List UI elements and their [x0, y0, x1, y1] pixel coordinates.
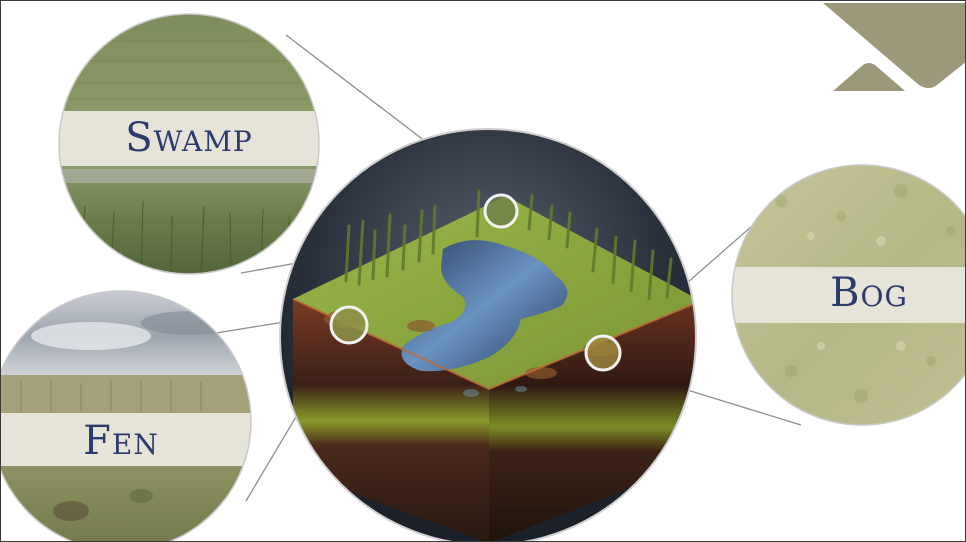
- magnifier-ring-icon: [584, 334, 622, 372]
- swamp-photo-circle: Swamp: [58, 13, 320, 275]
- bog-label: Bog: [830, 270, 908, 316]
- markers: [329, 193, 622, 372]
- fen-label: Fen: [83, 418, 159, 464]
- diamond-logo-icon: [823, 3, 965, 88]
- bog-photo-circle: Bog: [731, 164, 965, 426]
- logo-triangle-icon: [833, 63, 905, 91]
- logo: [823, 3, 965, 91]
- fen-photo-circle: Fen: [1, 290, 252, 541]
- swamp-label: Swamp: [125, 115, 253, 161]
- pond-water: [401, 240, 568, 372]
- soil-layers-left: [293, 299, 489, 541]
- magnifier-ring-icon: [483, 193, 519, 229]
- magnifier-ring-icon: [329, 305, 369, 345]
- soil-layers-right: [489, 301, 696, 541]
- reeds: [344, 189, 673, 301]
